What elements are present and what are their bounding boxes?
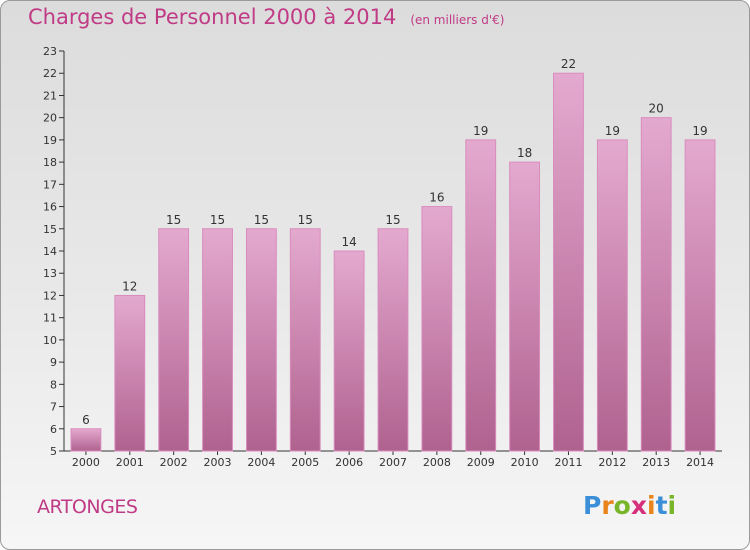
x-tick-label-2001: 2001 (116, 456, 144, 469)
logo-letter: r (601, 491, 614, 520)
y-tick-label: 19 (43, 134, 57, 147)
x-tick-label-2007: 2007 (379, 456, 407, 469)
bar-2013 (640, 117, 672, 452)
x-tick-label-2003: 2003 (204, 456, 232, 469)
y-tick-label: 5 (50, 445, 57, 458)
y-tick-label: 20 (43, 112, 57, 125)
x-tick-label-2006: 2006 (335, 456, 363, 469)
y-tick-label: 22 (43, 67, 57, 80)
bar-2012 (596, 139, 628, 452)
data-label-2008: 16 (429, 191, 444, 205)
commune-name: ARTONGES (37, 496, 138, 518)
data-label-2003: 15 (210, 213, 225, 227)
logo-letter: x (630, 491, 647, 520)
bar-2002 (158, 228, 190, 452)
logo-letter: i (667, 491, 677, 520)
x-tick-label-2011: 2011 (554, 456, 582, 469)
bar-2011 (553, 72, 584, 452)
bar-2003 (202, 228, 233, 452)
bar-2004 (245, 228, 277, 452)
x-tick-label-2008: 2008 (423, 456, 451, 469)
y-tick-label: 23 (43, 45, 57, 58)
x-axis: 2000 2001 2002 2003 2004 2005 2006 2007 2008 2009… (64, 450, 722, 469)
bar-2007 (377, 228, 409, 452)
y-tick-label: 14 (43, 245, 57, 258)
x-tick-label-2004: 2004 (247, 456, 275, 469)
x-tick-label-2013: 2013 (642, 456, 670, 469)
x-tick-label-2009: 2009 (467, 456, 495, 469)
data-label-2013: 20 (649, 102, 664, 116)
y-tick-label: 9 (50, 356, 57, 369)
bar-2005 (289, 228, 321, 452)
data-label-2000: 6 (82, 413, 90, 427)
bars (70, 72, 716, 452)
bar-2008 (421, 206, 453, 452)
y-tick-label: 18 (43, 156, 57, 169)
x-tick-label-2014: 2014 (686, 456, 714, 469)
data-label-2004: 15 (254, 213, 269, 227)
data-labels: 6 12 15 15 15 15 14 15 16 19 18 22 19 20 19 (82, 57, 708, 427)
data-label-2012: 19 (605, 124, 620, 138)
y-tick-label: 6 (50, 423, 57, 436)
chart-title: Charges de Personnel 2000 à 2014 (28, 5, 397, 29)
proxiti-logo[interactable]: Proxiti (583, 491, 676, 520)
chart-subtitle: (en milliers d'€) (410, 13, 505, 27)
data-label-2005: 15 (298, 213, 313, 227)
bar-2000 (70, 428, 102, 452)
logo-letter: o (613, 491, 631, 520)
y-tick-label: 10 (43, 334, 57, 347)
x-tick-label-2012: 2012 (598, 456, 626, 469)
data-label-2007: 15 (385, 213, 400, 227)
y-tick-label: 15 (43, 223, 57, 236)
x-tick-label-2010: 2010 (511, 456, 539, 469)
bar-2001 (114, 294, 146, 452)
y-tick-label: 8 (50, 378, 57, 391)
y-tick-label: 12 (43, 289, 57, 302)
bar-2006 (333, 250, 365, 452)
y-axis: 5 6 7 8 9 10 11 12 13 14 15 16 17 18 19 20 21 22 23 (43, 45, 65, 458)
chart-title-block: Charges de Personnel 2000 à 2014 (en mill… (28, 5, 504, 29)
data-label-2001: 12 (122, 279, 137, 293)
y-tick-label: 13 (43, 267, 57, 280)
data-label-2009: 19 (473, 124, 488, 138)
y-tick-label: 11 (43, 312, 57, 325)
y-tick-label: 17 (43, 178, 57, 191)
y-tick-label: 7 (50, 401, 57, 414)
x-tick-label-2005: 2005 (291, 456, 319, 469)
data-label-2006: 14 (341, 235, 356, 249)
bar-2009 (465, 139, 497, 452)
x-tick-label-2002: 2002 (160, 456, 188, 469)
y-tick-label: 16 (43, 201, 57, 214)
logo-letter: P (583, 491, 602, 520)
data-label-2014: 19 (692, 124, 707, 138)
logo-letter: i (647, 491, 656, 520)
logo-letter: t (655, 491, 668, 520)
bar-2014 (684, 139, 716, 452)
y-tick-label: 21 (43, 89, 57, 102)
data-label-2010: 18 (517, 146, 532, 160)
data-label-2002: 15 (166, 213, 181, 227)
bar-2010 (509, 161, 541, 452)
x-tick-label-2000: 2000 (72, 456, 100, 469)
data-label-2011: 22 (561, 57, 576, 71)
